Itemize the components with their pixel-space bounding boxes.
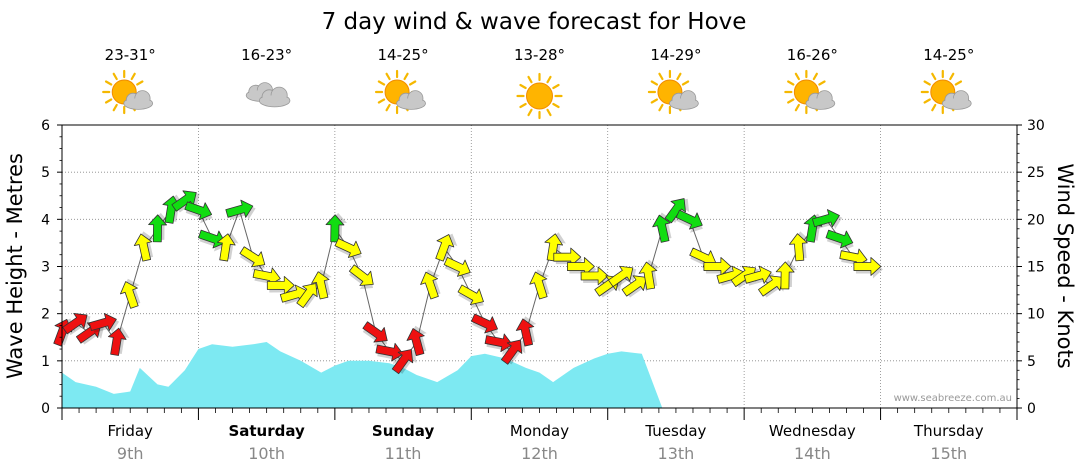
sun-cloud-icon (784, 69, 836, 115)
y-right-tick-label: 15 (1027, 260, 1045, 276)
wind-arrow (348, 264, 374, 290)
day-date-label: 15th (930, 444, 967, 463)
wind-arrow (608, 265, 637, 288)
y-left-tick-label: 3 (41, 260, 50, 276)
wind-arrow (544, 232, 566, 262)
day-name-label: Thursday (913, 422, 984, 440)
day-date-label: 14th (794, 444, 831, 463)
sun-cloud-icon (647, 69, 699, 115)
day-date-label: 10th (248, 444, 285, 463)
day-date-label: 13th (658, 444, 695, 463)
y-left-tick-label: 2 (41, 307, 50, 323)
wind-arrow (217, 232, 239, 262)
wind-arrow (457, 284, 484, 309)
wind-arrow (443, 256, 471, 280)
day-date-label: 12th (521, 444, 558, 463)
forecast-row: 23-31° 16-23° 14-25° 13-28° 14-29° 16-26° 14-2… (102, 46, 974, 120)
day-temp-range: 14-25° (923, 46, 974, 64)
wind-arrow (133, 231, 155, 262)
wind-arrow (812, 209, 843, 230)
day-name-label: Monday (510, 422, 569, 440)
wind-arrow (119, 278, 141, 309)
day-temp-range: 13-28° (514, 46, 565, 64)
wind-speed-series (53, 190, 883, 375)
y-left-tick-label: 1 (41, 354, 50, 370)
y-right-tick-label: 10 (1027, 307, 1045, 323)
wind-arrow (148, 212, 170, 243)
plot-area (53, 124, 1018, 409)
wind-arrow (638, 259, 660, 290)
wind-arrow (107, 326, 130, 356)
wind-arrow (362, 321, 388, 346)
day-name-label: Wednesday (769, 422, 856, 440)
wind-arrow (239, 246, 266, 271)
day-date-label: 11th (385, 444, 422, 463)
y-right-tick-label: 25 (1027, 165, 1045, 181)
day-date-label: 9th (117, 444, 144, 463)
wind-arrow (529, 269, 550, 300)
wind-arrow (375, 342, 405, 365)
wind-arrow (334, 238, 362, 262)
y-left-tick-label: 0 (41, 401, 50, 417)
y-right-tick-label: 5 (1027, 354, 1036, 370)
day-name-label: Sunday (372, 422, 435, 440)
y-axis-left-label: Wave Height - Metres (3, 153, 27, 379)
cloud-icon (245, 82, 291, 108)
wind-arrow (515, 316, 537, 347)
wind-arrow (435, 233, 458, 262)
y-axis-left: 0 1 2 3 4 5 6 (41, 118, 62, 417)
wind-arrow (184, 201, 213, 224)
wind-arrow (198, 229, 227, 252)
day-temp-range: 16-26° (787, 46, 838, 64)
wind-arrow (775, 259, 798, 290)
wind-arrow (296, 283, 321, 309)
sun-icon (516, 72, 563, 120)
wind-arrow (311, 269, 332, 300)
wind-arrow (420, 269, 441, 300)
day-temp-range: 14-25° (378, 46, 429, 64)
wind-arrow (788, 231, 811, 262)
wind-arrow (62, 313, 91, 336)
day-temp-range: 23-31° (105, 46, 156, 64)
y-right-tick-label: 0 (1027, 401, 1036, 417)
sun-cloud-icon (920, 69, 972, 115)
wind-arrow (484, 333, 514, 355)
y-right-tick-label: 30 (1027, 118, 1045, 134)
day-name-label: Tuesday (644, 422, 706, 440)
wind-arrow (853, 257, 883, 279)
wind-arrow (88, 312, 120, 333)
y-right-tick-label: 20 (1027, 212, 1045, 228)
sun-cloud-icon (102, 69, 154, 115)
x-axis: Friday 9th Saturday 10th Sunday 11th Monday 12t… (61, 408, 1018, 463)
y-left-tick-label: 5 (41, 165, 50, 181)
wind-arrow (406, 325, 427, 356)
wind-arrow (500, 339, 526, 365)
y-axis-right: 0 5 10 15 20 25 30 (1017, 118, 1045, 417)
wind-arrow (825, 229, 854, 252)
y-left-tick-label: 4 (41, 212, 50, 228)
wind-arrow (621, 275, 650, 298)
wind-arrow (743, 265, 775, 286)
y-axis-right-label: Wind Speed - Knots (1053, 163, 1077, 368)
wave-area (62, 342, 710, 408)
day-name-label: Saturday (228, 422, 305, 440)
day-name-label: Friday (107, 422, 153, 440)
sun-cloud-icon (374, 69, 426, 115)
y-left-tick-label: 6 (41, 118, 50, 134)
wave-height-series (62, 342, 710, 408)
day-temp-range: 16-23° (241, 46, 292, 64)
credit-text: www.seabreeze.com.au (894, 393, 1012, 404)
day-temp-range: 14-29° (650, 46, 701, 64)
wind-arrow (471, 313, 499, 337)
chart-title: 7 day wind & wave forecast for Hove (322, 9, 747, 35)
wind-arrow (225, 199, 256, 220)
wind-arrow (675, 209, 703, 233)
wind-arrow (391, 349, 417, 375)
